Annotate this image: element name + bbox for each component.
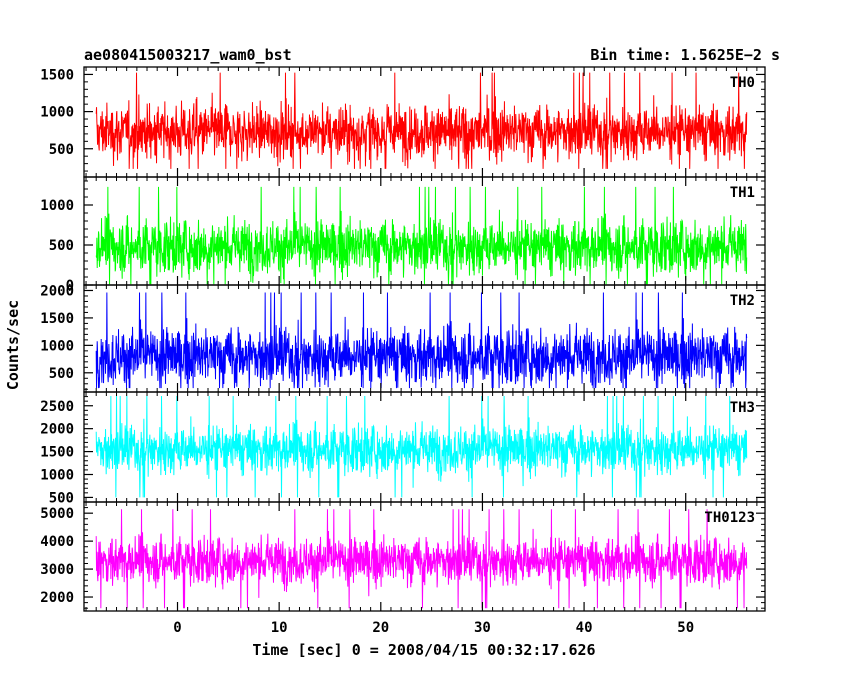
panel-th1: 0 500 1000 TH1 [40,176,766,294]
panel-th3: 500 1000 1500 2000 2500 TH3 [40,391,766,506]
x-tick-label: 50 [677,620,694,636]
y-tick-label: 2000 [40,283,74,299]
panel-label-th0: TH0 [730,75,755,91]
panel-label-th0123: TH0123 [704,510,755,526]
y-tick-label: 4000 [40,534,74,550]
y-tick-label: 500 [49,490,74,506]
y-axis-label: Counts/sec [4,300,22,390]
bin-time-label: Bin time: 1.5625E−2 s [590,46,780,64]
y-tick-label: 1500 [40,311,74,327]
series-trace-th0123 [95,509,748,609]
y-tick-label: 1000 [40,338,74,354]
y-tick-label: 5000 [40,506,74,522]
series-trace-th2 [95,292,748,389]
x-tick-label: 40 [576,620,593,636]
panel-label-th2: TH2 [730,293,755,309]
y-tick-label: 2000 [40,422,74,438]
chart-title: ae080415003217_wam0_bst [84,46,292,64]
x-tick-label: 10 [271,620,288,636]
y-tick-label: 3000 [40,562,74,578]
panel-frame [83,501,766,612]
y-tick-label: 500 [49,142,74,158]
y-tick-label: 1000 [40,105,74,121]
panel-th0: 500 1000 1500 TH0 [40,66,766,178]
y-tick-label: 500 [49,366,74,382]
x-tick-label: 20 [372,620,389,636]
panel-label-th3: TH3 [730,400,755,416]
panel-th2: 500 1000 1500 2000 TH2 [40,283,766,393]
y-tick-label: 500 [49,238,74,254]
x-tick-label: 30 [474,620,491,636]
x-axis-label: Time [sec] 0 = 2008/04/15 00:32:17.626 [252,641,595,659]
x-tick-label: 0 [173,620,181,636]
y-tick-label: 1000 [40,468,74,484]
y-tick-label: 2000 [40,590,74,606]
y-tick-label: 0 [66,278,74,294]
y-tick-label: 1500 [40,445,74,461]
panel-th0123: 2000 3000 4000 5000 TH0123 [40,501,766,612]
y-tick-label: 1000 [40,198,74,214]
series-trace-th3 [95,396,748,498]
y-tick-label: 1500 [40,67,74,83]
series-trace-th1 [95,186,748,285]
series-trace-th0 [95,72,748,169]
y-tick-label: 2500 [40,399,74,415]
panel-label-th1: TH1 [730,185,755,201]
